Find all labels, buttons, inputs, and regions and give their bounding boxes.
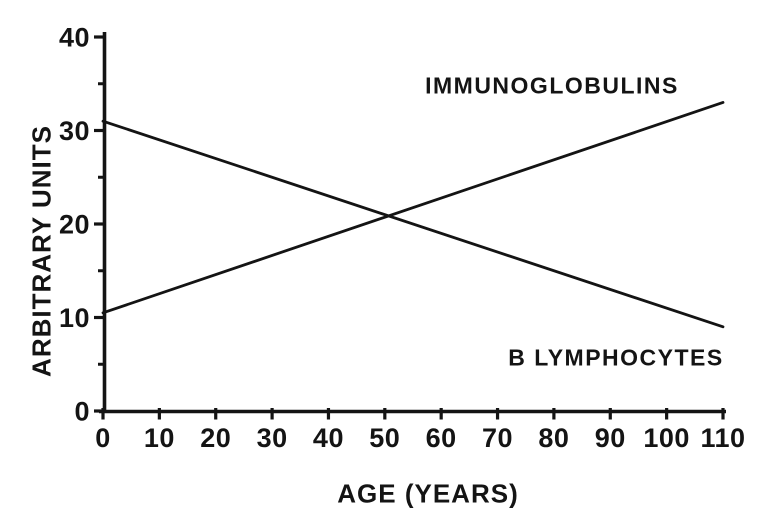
x-tick-label: 10 [144, 423, 175, 453]
series-label-immunoglobulins: IMMUNOGLOBULINS [425, 72, 679, 99]
x-tick-label: 60 [426, 423, 457, 453]
x-tick-label: 100 [643, 423, 690, 453]
y-axis-title: ARBITRARY UNITS [26, 125, 57, 377]
y-tick-label: 30 [59, 116, 90, 146]
series-label-b-lymphocytes: B LYMPHOCYTES [508, 344, 724, 371]
x-tick-label: 90 [595, 423, 626, 453]
x-axis-title: AGE (YEARS) [337, 478, 519, 509]
series-line-b-lymphocytes [101, 119, 725, 329]
y-tick-label: 20 [59, 210, 90, 240]
x-tick-label: 50 [369, 423, 400, 453]
x-tick-label: 80 [538, 423, 569, 453]
x-tick-label: 30 [257, 423, 288, 453]
y-tick-label: 0 [74, 397, 90, 427]
y-tick-label: 40 [59, 23, 90, 53]
x-tick-label: 70 [482, 423, 513, 453]
x-tick-label: 110 [700, 423, 745, 453]
x-tick-label: 20 [200, 423, 231, 453]
y-tick-label: 10 [59, 303, 90, 333]
x-tick-label: 0 [95, 423, 111, 453]
x-tick-label: 40 [313, 423, 344, 453]
series-line-immunoglobulins [101, 101, 725, 315]
